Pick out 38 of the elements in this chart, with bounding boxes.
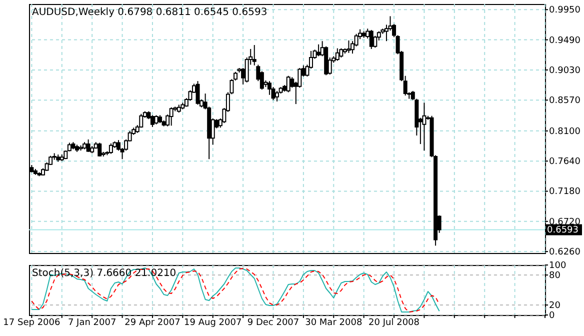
candlestick	[252, 44, 256, 66]
ref-line-label: 0.6593	[547, 226, 578, 236]
chart-title: AUDUSD,Weekly 0.6798 0.6811 0.6545 0.6593	[32, 7, 268, 18]
y-tick-label: 80	[549, 271, 561, 281]
y-tick-label: 100	[549, 261, 566, 271]
candlestick	[108, 142, 113, 154]
y-tick-label: 0.9950	[549, 6, 581, 16]
y-tick-label: 0.7180	[549, 187, 581, 198]
candlestick	[335, 48, 340, 62]
x-tick-label: 9 Dec 2007	[247, 318, 300, 328]
candlestick	[150, 114, 154, 128]
candlestick	[196, 80, 200, 106]
candlestick	[339, 48, 344, 58]
x-tick-label: 7 Jan 2007	[68, 318, 116, 328]
x-tick-label: 17 Sep 2006	[3, 318, 60, 328]
x-tick-label: 20 Jul 2008	[368, 318, 420, 328]
candlestick	[86, 138, 90, 152]
y-tick-label: 0.9030	[549, 66, 581, 76]
y-tick-label: 20	[549, 301, 561, 311]
y-tick-label: 0.6260	[549, 248, 581, 258]
candlestick	[346, 40, 351, 54]
candlestick	[154, 114, 158, 125]
candlestick	[98, 142, 102, 157]
candlestick	[369, 29, 374, 50]
x-tick-label: 19 Aug 2007	[184, 318, 242, 328]
x-tick-label: 30 Mar 2008	[305, 318, 362, 328]
candlestick	[316, 44, 321, 57]
y-tick-label: 0	[549, 311, 555, 321]
candlestick	[422, 102, 426, 152]
candlestick	[286, 75, 290, 93]
candlestick	[169, 106, 174, 126]
y-tick-label: 0.9490	[549, 36, 581, 46]
y-tick-label: 0.7640	[549, 157, 581, 168]
y-tick-label: 0.8570	[549, 96, 581, 106]
x-tick-label: 29 Apr 2007	[124, 318, 180, 328]
candlestick	[373, 35, 378, 48]
y-tick-label: 0.8100	[549, 126, 581, 137]
candlestick	[275, 90, 280, 102]
